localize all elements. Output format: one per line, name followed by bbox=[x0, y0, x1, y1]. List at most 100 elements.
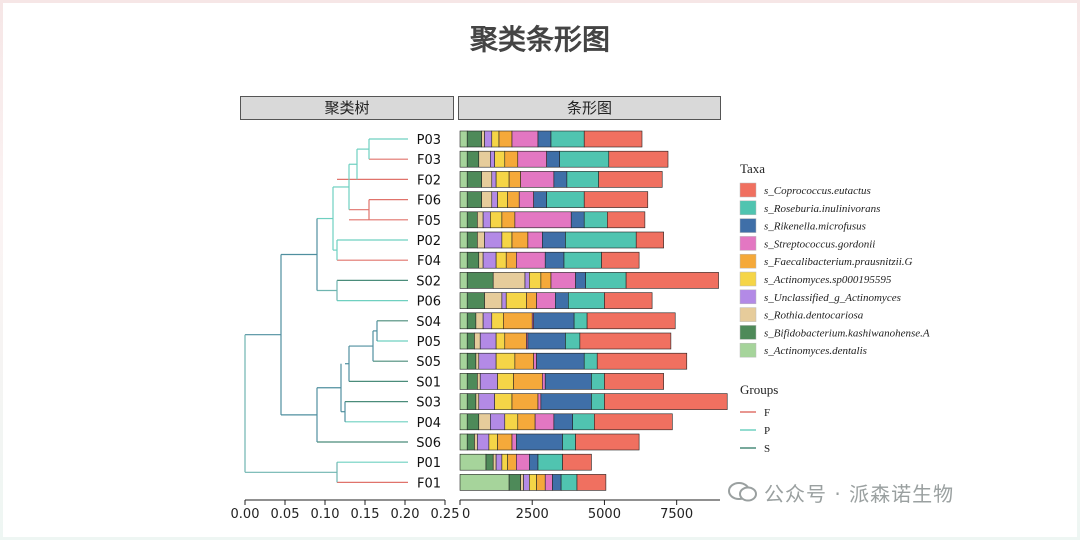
bar-segment-F06-10 bbox=[583, 191, 649, 208]
bar-segment-S06-3 bbox=[474, 433, 478, 451]
bar-segment-P01-7 bbox=[516, 453, 530, 471]
bar-segment-S01-4 bbox=[479, 373, 498, 390]
bar-segment-S03-10 bbox=[604, 393, 728, 410]
bar-segment-F03-2 bbox=[466, 150, 480, 168]
bar-segment-F01-4 bbox=[523, 474, 530, 491]
bar-segment-S02-4 bbox=[524, 272, 530, 289]
bar-segment-S05-4 bbox=[478, 352, 497, 370]
bar-segment-F01-5 bbox=[529, 474, 537, 491]
bar-segment-F04-5 bbox=[495, 251, 507, 269]
bar-segment-P03-1 bbox=[459, 130, 468, 148]
bar-segment-P01-2 bbox=[485, 453, 494, 471]
bar-segment-P01-3 bbox=[492, 453, 497, 471]
bar-segment-S01-3 bbox=[477, 373, 481, 390]
bar-segment-F04-10 bbox=[601, 251, 640, 269]
bar-segment-F05-5 bbox=[490, 211, 503, 229]
bar-segment-P03-3 bbox=[481, 130, 485, 148]
bar-segment-P03-9 bbox=[550, 130, 585, 148]
bar-segment-S03-3 bbox=[475, 393, 480, 410]
taxa-legend-swatch bbox=[739, 182, 757, 198]
sample-label: P01 bbox=[417, 456, 441, 471]
taxa-legend-swatch bbox=[739, 253, 757, 269]
bar-segment-F05-9 bbox=[583, 211, 608, 229]
bar-segment-F06-7 bbox=[518, 191, 534, 208]
bar-segment-P05-2 bbox=[466, 332, 475, 350]
taxa-legend-label: s_Actinomyces.dentalis bbox=[764, 345, 867, 357]
groups-legend-title: Groups bbox=[740, 382, 778, 397]
sample-label: F01 bbox=[417, 476, 441, 491]
bar-segment-F01-1 bbox=[459, 474, 510, 491]
bar-segment-S01-2 bbox=[466, 373, 478, 390]
bar-segment-P02-6 bbox=[511, 231, 529, 249]
sample-label: P06 bbox=[417, 295, 441, 310]
bar-segment-F04-8 bbox=[544, 251, 565, 269]
bar-segment-P01-10 bbox=[562, 453, 592, 471]
taxa-legend-swatch bbox=[739, 325, 757, 340]
bar-segment-P06-5 bbox=[505, 292, 527, 309]
bar-segment-S02-3 bbox=[492, 272, 526, 289]
sample-label: F03 bbox=[417, 153, 441, 168]
bar-segment-P05-1 bbox=[459, 332, 468, 350]
bar-segment-S01-7 bbox=[542, 373, 546, 390]
bar-segment-S06-8 bbox=[516, 433, 563, 451]
sample-label: S04 bbox=[416, 315, 441, 330]
bar-segment-F02-5 bbox=[495, 171, 510, 188]
bar-segment-P02-2 bbox=[466, 231, 478, 249]
bar-segment-F04-7 bbox=[516, 251, 546, 269]
bar-segment-S02-9 bbox=[585, 272, 627, 289]
bar-x-tick-label: 0 bbox=[462, 507, 470, 522]
bar-segment-F04-3 bbox=[478, 251, 484, 269]
taxa-legend-swatch bbox=[739, 271, 757, 287]
taxa-legend-label: s_Bifidobacterium.kashiwanohense.A bbox=[764, 327, 930, 339]
tree-x-tick-label: 0.10 bbox=[311, 507, 340, 522]
bar-segment-P04-6 bbox=[517, 413, 536, 431]
taxa-legend-label: s_Coprococcus.eutactus bbox=[764, 185, 871, 197]
taxa-legend-swatch bbox=[739, 236, 757, 251]
bar-segment-F03-4 bbox=[490, 150, 495, 168]
bar-segment-F05-1 bbox=[459, 211, 468, 229]
bar-segment-P06-10 bbox=[604, 292, 653, 309]
taxa-legend-label: s_Unclassified_g_Actinomyces bbox=[764, 292, 901, 304]
sample-label: P05 bbox=[417, 335, 441, 350]
bar-segment-P02-8 bbox=[542, 231, 566, 249]
wechat-icon bbox=[728, 482, 757, 502]
bar-segment-S04-8 bbox=[533, 312, 575, 330]
bar-segment-S04-6 bbox=[503, 312, 533, 330]
bar-segment-P01-6 bbox=[507, 453, 517, 471]
bar-segment-P01-5 bbox=[501, 453, 508, 471]
bar-segment-P04-1 bbox=[459, 413, 468, 431]
bar-segment-P02-9 bbox=[565, 231, 637, 249]
bar-segment-F05-4 bbox=[482, 211, 491, 229]
bar-segment-P05-3 bbox=[474, 332, 481, 350]
tree-x-tick-label: 0.20 bbox=[391, 507, 420, 522]
bar-segment-F06-3 bbox=[481, 191, 493, 208]
bar-segment-F04-1 bbox=[459, 251, 468, 269]
bar-segment-S02-6 bbox=[540, 272, 552, 289]
bar-segment-S01-9 bbox=[591, 373, 605, 390]
bar-segment-S02-8 bbox=[575, 272, 586, 289]
bar-segment-S05-1 bbox=[459, 352, 468, 370]
bar-segment-S05-9 bbox=[583, 352, 598, 370]
bar-segment-S01-5 bbox=[497, 373, 514, 390]
bar-segment-F02-2 bbox=[466, 171, 482, 188]
taxa-legend-label: s_Rikenella.microfusus bbox=[764, 221, 866, 233]
tree-x-tick-label: 0.00 bbox=[231, 507, 260, 522]
bar-segment-F05-2 bbox=[466, 211, 478, 229]
sample-label: P04 bbox=[417, 416, 441, 431]
bar-segment-F03-6 bbox=[504, 150, 519, 168]
bar-segment-S03-6 bbox=[511, 393, 539, 410]
bar-segment-F06-1 bbox=[459, 191, 468, 208]
bar-segment-F01-10 bbox=[576, 474, 607, 491]
bar-segment-P01-1 bbox=[459, 453, 487, 471]
bar-segment-P03-2 bbox=[466, 130, 482, 148]
bar-x-tick-label: 5000 bbox=[588, 507, 621, 522]
taxa-legend-swatch bbox=[739, 289, 757, 305]
bar-segment-P05-10 bbox=[579, 332, 672, 350]
bar-segment-F06-8 bbox=[533, 191, 547, 208]
bar-segment-P06-9 bbox=[568, 292, 605, 309]
bar-segment-F02-3 bbox=[481, 171, 493, 188]
bar-segment-S05-3 bbox=[475, 352, 480, 370]
bar-segment-S04-4 bbox=[482, 312, 493, 330]
bar-segment-F01-9 bbox=[560, 474, 578, 491]
